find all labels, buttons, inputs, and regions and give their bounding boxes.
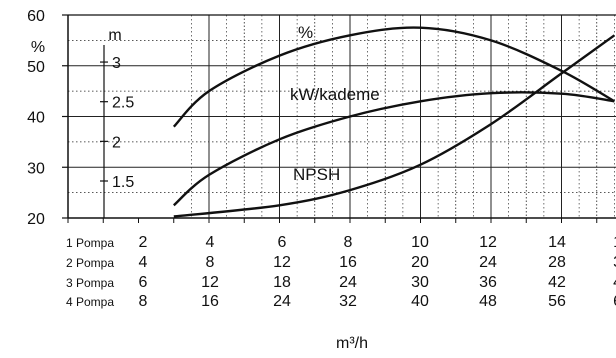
left-axis-label: % xyxy=(31,39,45,56)
table-cell: 12 xyxy=(201,274,219,291)
table-cell: 28 xyxy=(548,254,566,271)
table-cell: 36 xyxy=(479,274,497,291)
table-row-label: 3 Pompa xyxy=(66,276,114,290)
table-cell: 48 xyxy=(613,274,616,291)
table-cell: 6 xyxy=(278,234,287,251)
table-cell: 24 xyxy=(479,254,497,271)
table-cell: 56 xyxy=(548,293,566,310)
table-cell: 16 xyxy=(613,234,616,251)
curve-label-3: NPSH xyxy=(293,165,340,184)
table-cell: 10 xyxy=(411,234,429,251)
left-tick-label: 50 xyxy=(27,59,45,76)
left-axis-ticks: 20 30 40 50 60 xyxy=(27,8,68,228)
table-cell: 4 xyxy=(206,234,215,251)
power-curve xyxy=(172,91,615,207)
table-row-label: 4 Pompa xyxy=(66,295,114,309)
table-cell: 24 xyxy=(273,293,291,310)
curve-labels: % kW/kademe NPSH xyxy=(290,23,380,184)
x-axis-label: m³/h xyxy=(336,335,368,352)
left-tick-label: 40 xyxy=(27,110,45,127)
m-tick-label: 2.5 xyxy=(112,95,134,112)
left-tick-label: 20 xyxy=(27,211,45,228)
table-cell: 8 xyxy=(139,293,148,310)
table-cell: 20 xyxy=(411,254,429,271)
table-cell: 12 xyxy=(479,234,497,251)
left-tick-label: 60 xyxy=(27,8,45,25)
table-cell: 8 xyxy=(344,234,353,251)
table-cell: 8 xyxy=(206,254,215,271)
table-cell: 30 xyxy=(411,274,429,291)
m-axis-ticks: 1.5 2 2.5 3 xyxy=(100,55,134,191)
curve-label-2: kW/kademe xyxy=(290,85,380,104)
table-cell: 2 xyxy=(139,234,148,251)
m-axis-label: m xyxy=(108,27,121,44)
table-cell: 32 xyxy=(339,293,357,310)
table-cell: 24 xyxy=(339,274,357,291)
m-tick-label: 3 xyxy=(112,55,121,72)
curve-label-1: % xyxy=(298,23,313,42)
table-cell: 16 xyxy=(339,254,357,271)
table-cell: 32 xyxy=(613,254,616,271)
m-tick-label: 2 xyxy=(112,134,121,151)
table-cell: 18 xyxy=(273,274,291,291)
chart-grid xyxy=(68,14,616,218)
m-tick-label: 1.5 xyxy=(112,174,134,191)
table-cell: 4 xyxy=(139,254,148,271)
left-tick-label: 30 xyxy=(27,160,45,177)
table-cell: 12 xyxy=(273,254,291,271)
table-cell: 64 xyxy=(613,293,616,310)
chart-curves xyxy=(172,26,616,218)
table-row-label: 1 Pompa xyxy=(66,236,114,250)
table-cell: 40 xyxy=(411,293,429,310)
table-cell: 48 xyxy=(479,293,497,310)
table-row-label: 2 Pompa xyxy=(66,256,114,270)
table-cell: 42 xyxy=(548,274,566,291)
table-cell: 6 xyxy=(139,274,148,291)
table-cell: 14 xyxy=(548,234,566,251)
table-cell: 16 xyxy=(201,293,219,310)
efficiency-curve xyxy=(172,26,616,128)
npsh-curve xyxy=(173,34,616,218)
